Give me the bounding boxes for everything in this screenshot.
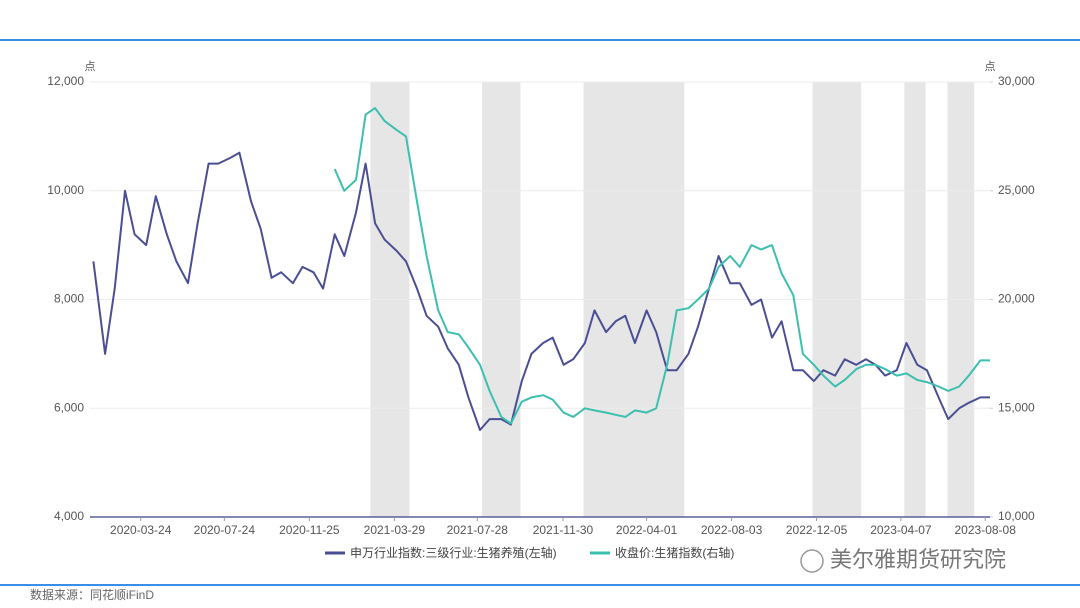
y-tick-label: 4,000: [54, 509, 84, 523]
y2-tick-label: 25,000: [998, 183, 1035, 197]
y-tick-label: 12,000: [47, 74, 84, 88]
y2-tick-label: 10,000: [998, 509, 1035, 523]
x-tick-label: 2020-07-24: [194, 523, 256, 537]
y-tick-label: 8,000: [54, 292, 84, 306]
x-tick-label: 2022-04-01: [616, 523, 678, 537]
watermark: 美尔雅期货研究院: [830, 547, 1006, 572]
y2-tick-label: 20,000: [998, 292, 1035, 306]
x-tick-label: 2023-04-07: [870, 523, 932, 537]
source: 数据来源：同花顺iFinD: [30, 587, 154, 602]
series-line: [92, 151, 990, 431]
series-line: [333, 107, 990, 425]
x-tick-label: 2021-07-28: [447, 523, 509, 537]
y2-tick-label: 30,000: [998, 74, 1035, 88]
x-tick-label: 2022-12-05: [786, 523, 848, 537]
x-tick-label: 2020-11-25: [279, 523, 340, 537]
x-tick-label: 2021-11-30: [533, 523, 594, 537]
y2-tick-label: 15,000: [998, 400, 1035, 414]
x-tick-label: 2022-08-03: [701, 523, 763, 537]
x-tick-label: 2020-03-24: [110, 523, 172, 537]
right-unit: 点: [985, 60, 996, 73]
legend-label: 申万行业指数:三级行业:生猪养殖(左轴): [350, 545, 557, 560]
x-tick-label: 2021-03-29: [364, 523, 426, 537]
legend-label: 收盘价:生猪指数(右轴): [615, 545, 734, 560]
x-tick-label: 2023-08-08: [955, 523, 1017, 537]
y-tick-label: 6,000: [54, 400, 84, 414]
watermark-icon: [800, 549, 824, 573]
y-tick-label: 10,000: [47, 183, 84, 197]
left-unit: 点: [85, 60, 96, 73]
